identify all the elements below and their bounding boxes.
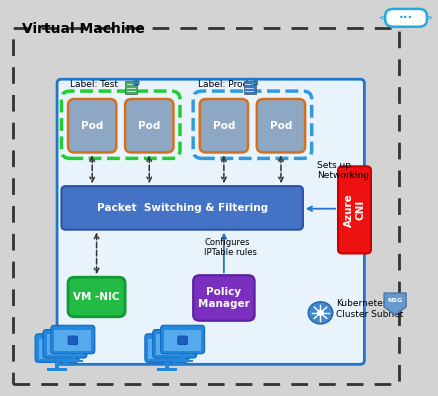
FancyBboxPatch shape xyxy=(251,80,257,86)
Circle shape xyxy=(316,310,323,316)
Text: Virtual Machine: Virtual Machine xyxy=(22,22,145,36)
Bar xyxy=(157,368,176,371)
FancyBboxPatch shape xyxy=(46,334,83,355)
FancyBboxPatch shape xyxy=(170,340,179,349)
FancyBboxPatch shape xyxy=(39,339,75,359)
Text: VM -NIC: VM -NIC xyxy=(73,292,120,302)
FancyBboxPatch shape xyxy=(193,275,254,321)
FancyBboxPatch shape xyxy=(35,334,79,362)
FancyBboxPatch shape xyxy=(125,81,137,94)
Circle shape xyxy=(307,302,332,324)
FancyBboxPatch shape xyxy=(156,334,193,355)
Bar xyxy=(55,362,59,368)
FancyBboxPatch shape xyxy=(256,99,304,152)
Text: 🔒: 🔒 xyxy=(253,81,255,85)
Bar xyxy=(164,362,169,368)
FancyBboxPatch shape xyxy=(61,186,302,230)
Bar xyxy=(63,360,82,362)
Bar xyxy=(180,354,184,360)
Text: NSG: NSG xyxy=(387,299,402,303)
Text: Policy
Manager: Policy Manager xyxy=(198,287,249,308)
FancyBboxPatch shape xyxy=(68,99,116,152)
Text: Kubernetes
Cluster Subnet: Kubernetes Cluster Subnet xyxy=(335,299,402,318)
Bar xyxy=(63,358,67,364)
FancyBboxPatch shape xyxy=(68,336,78,345)
FancyBboxPatch shape xyxy=(148,339,185,359)
FancyBboxPatch shape xyxy=(43,329,87,358)
Bar xyxy=(172,360,192,362)
FancyBboxPatch shape xyxy=(152,329,196,358)
FancyBboxPatch shape xyxy=(57,79,364,364)
Text: Sets up
Networking: Sets up Networking xyxy=(316,161,368,180)
Text: >: > xyxy=(424,13,432,23)
Text: Azure
CNI: Azure CNI xyxy=(343,193,365,227)
FancyBboxPatch shape xyxy=(199,99,247,152)
Text: 🔒: 🔒 xyxy=(134,81,137,85)
FancyBboxPatch shape xyxy=(13,28,399,384)
FancyBboxPatch shape xyxy=(243,81,255,94)
Polygon shape xyxy=(383,293,405,315)
Text: Packet  Switching & Filtering: Packet Switching & Filtering xyxy=(96,203,267,213)
FancyBboxPatch shape xyxy=(162,345,171,353)
Bar xyxy=(47,368,67,371)
Text: Label: Test: Label: Test xyxy=(70,80,118,89)
Bar xyxy=(165,364,184,366)
FancyBboxPatch shape xyxy=(51,325,95,354)
Text: Pod: Pod xyxy=(269,120,291,131)
FancyBboxPatch shape xyxy=(54,330,91,350)
Text: Configures
IPTable rules: Configures IPTable rules xyxy=(204,238,256,257)
FancyBboxPatch shape xyxy=(177,336,187,345)
Text: ···: ··· xyxy=(398,11,412,24)
Text: Pod: Pod xyxy=(81,120,103,131)
FancyBboxPatch shape xyxy=(337,166,370,253)
Text: Pod: Pod xyxy=(138,120,160,131)
Text: <: < xyxy=(378,13,386,23)
FancyBboxPatch shape xyxy=(60,340,70,349)
Bar xyxy=(55,364,74,366)
Text: Label: Prod: Label: Prod xyxy=(197,80,247,89)
FancyBboxPatch shape xyxy=(164,330,201,350)
FancyBboxPatch shape xyxy=(160,325,204,354)
Bar xyxy=(71,354,75,360)
Text: Pod: Pod xyxy=(212,120,234,131)
FancyBboxPatch shape xyxy=(385,9,426,27)
FancyBboxPatch shape xyxy=(125,99,173,152)
Bar xyxy=(172,358,177,364)
FancyBboxPatch shape xyxy=(145,334,188,362)
FancyBboxPatch shape xyxy=(68,277,125,317)
FancyBboxPatch shape xyxy=(52,345,62,353)
FancyBboxPatch shape xyxy=(133,80,139,86)
